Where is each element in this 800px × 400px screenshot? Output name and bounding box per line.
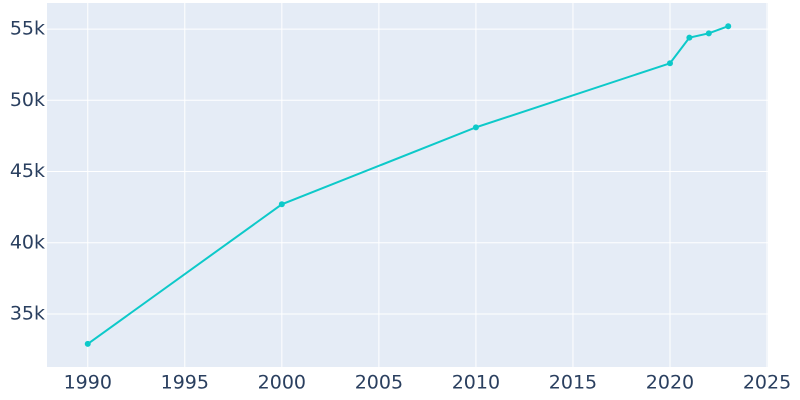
marker <box>666 60 673 67</box>
marker <box>725 23 732 30</box>
marker <box>278 201 285 208</box>
marker <box>84 340 91 347</box>
x-tick-label: 2010 <box>452 372 500 394</box>
x-tick-label: 1990 <box>64 372 112 394</box>
marker <box>472 124 479 131</box>
y-tick-label: 55k <box>10 18 45 40</box>
marker <box>705 30 712 37</box>
x-tick-label: 2000 <box>258 372 306 394</box>
y-tick-label: 40k <box>10 231 45 253</box>
marker <box>686 34 693 41</box>
y-tick-label: 35k <box>10 303 45 325</box>
x-tick-label: 1995 <box>161 372 209 394</box>
plot-area <box>47 3 768 367</box>
y-tick-label: 45k <box>10 160 45 182</box>
x-tick-label: 2025 <box>743 372 791 394</box>
x-tick-label: 2005 <box>355 372 403 394</box>
x-tick-label: 2020 <box>646 372 694 394</box>
x-tick-label: 2015 <box>549 372 597 394</box>
y-tick-label: 50k <box>10 89 45 111</box>
